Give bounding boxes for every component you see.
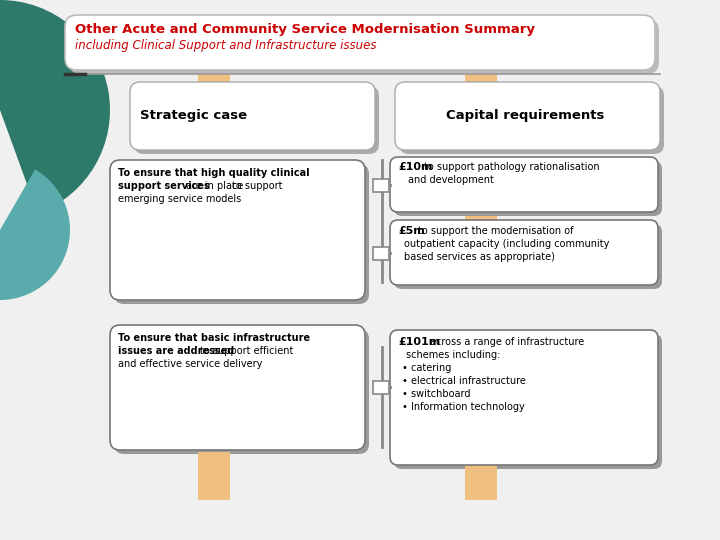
Bar bbox=[465, 410, 497, 450]
Text: schemes including:: schemes including: bbox=[406, 350, 500, 360]
Text: Other Acute and Community Service Modernisation Summary: Other Acute and Community Service Modern… bbox=[75, 23, 535, 36]
FancyBboxPatch shape bbox=[394, 161, 662, 216]
Text: across a range of infrastructure: across a range of infrastructure bbox=[430, 337, 584, 347]
FancyBboxPatch shape bbox=[114, 329, 369, 454]
Text: to support efficient: to support efficient bbox=[200, 346, 293, 356]
Text: £101m: £101m bbox=[398, 337, 440, 347]
FancyBboxPatch shape bbox=[395, 82, 660, 150]
Bar bbox=[198, 452, 230, 500]
Text: and development: and development bbox=[408, 175, 494, 185]
FancyBboxPatch shape bbox=[373, 247, 389, 260]
FancyBboxPatch shape bbox=[130, 82, 375, 150]
FancyBboxPatch shape bbox=[110, 325, 365, 450]
FancyBboxPatch shape bbox=[69, 19, 659, 74]
FancyBboxPatch shape bbox=[114, 164, 369, 304]
Text: are in place: are in place bbox=[186, 181, 243, 191]
FancyBboxPatch shape bbox=[390, 330, 658, 465]
FancyBboxPatch shape bbox=[373, 179, 389, 192]
Text: £5m: £5m bbox=[398, 226, 425, 236]
Wedge shape bbox=[0, 170, 70, 300]
Text: and effective service delivery: and effective service delivery bbox=[118, 359, 262, 369]
Text: to support pathology rationalisation: to support pathology rationalisation bbox=[424, 162, 600, 172]
Bar bbox=[465, 452, 497, 500]
FancyBboxPatch shape bbox=[390, 220, 658, 285]
Bar bbox=[198, 74, 230, 120]
Text: To ensure that high quality clinical: To ensure that high quality clinical bbox=[118, 168, 310, 178]
Text: £10m: £10m bbox=[398, 162, 433, 172]
FancyBboxPatch shape bbox=[110, 160, 365, 300]
Text: Strategic case: Strategic case bbox=[140, 109, 247, 122]
Text: to support: to support bbox=[232, 181, 282, 191]
Wedge shape bbox=[0, 0, 110, 213]
Text: including Clinical Support and Infrastructure issues: including Clinical Support and Infrastru… bbox=[75, 39, 377, 52]
Text: Capital requirements: Capital requirements bbox=[446, 109, 604, 122]
FancyBboxPatch shape bbox=[399, 86, 664, 154]
Bar bbox=[198, 410, 230, 450]
Text: • electrical infrastructure: • electrical infrastructure bbox=[402, 376, 526, 386]
Text: based services as appropriate): based services as appropriate) bbox=[404, 252, 555, 262]
Bar bbox=[465, 74, 497, 120]
Text: • Information technology: • Information technology bbox=[402, 402, 525, 412]
Text: issues are addressed: issues are addressed bbox=[118, 346, 234, 356]
Text: To ensure that basic infrastructure: To ensure that basic infrastructure bbox=[118, 333, 310, 343]
Text: emerging service models: emerging service models bbox=[118, 194, 241, 204]
Text: • switchboard: • switchboard bbox=[402, 389, 470, 399]
Text: to support the modernisation of: to support the modernisation of bbox=[418, 226, 574, 236]
Text: support services: support services bbox=[118, 181, 210, 191]
FancyBboxPatch shape bbox=[65, 15, 655, 70]
Bar bbox=[198, 212, 230, 252]
Text: outpatient capacity (including community: outpatient capacity (including community bbox=[404, 239, 609, 249]
FancyBboxPatch shape bbox=[394, 224, 662, 289]
Text: • catering: • catering bbox=[402, 363, 451, 373]
FancyBboxPatch shape bbox=[134, 86, 379, 154]
FancyBboxPatch shape bbox=[390, 157, 658, 212]
FancyBboxPatch shape bbox=[394, 334, 662, 469]
Bar bbox=[465, 212, 497, 252]
FancyBboxPatch shape bbox=[373, 381, 389, 394]
